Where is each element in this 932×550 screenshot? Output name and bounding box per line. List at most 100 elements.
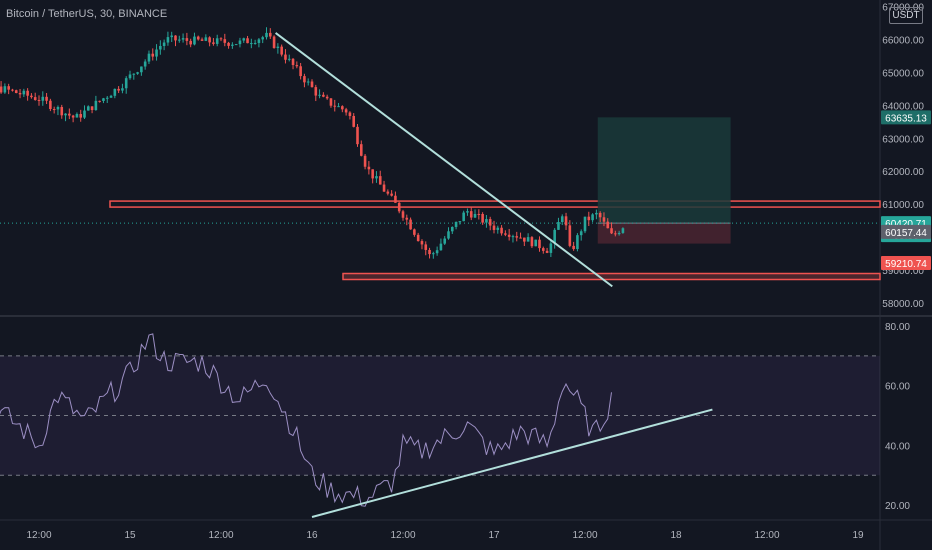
- candle-body: [234, 44, 238, 46]
- candle-body: [477, 213, 481, 215]
- candle-body: [159, 46, 162, 50]
- rsi-line: [0, 333, 612, 507]
- candle-body: [22, 90, 26, 95]
- candle: [450, 226, 454, 234]
- candle: [113, 88, 117, 99]
- candle: [219, 37, 223, 42]
- candle-body: [428, 249, 431, 255]
- candle-body: [371, 169, 374, 179]
- candle-body: [397, 202, 401, 212]
- candle-body: [413, 229, 416, 235]
- candle: [83, 105, 86, 119]
- price-label-bg: [881, 224, 931, 239]
- candle-body: [450, 226, 454, 232]
- candle: [147, 50, 151, 65]
- candle: [576, 233, 579, 252]
- candle: [473, 209, 477, 219]
- candle: [560, 214, 564, 225]
- candle-body: [610, 228, 613, 234]
- candle: [49, 98, 52, 112]
- candle-body: [348, 112, 352, 116]
- candle-body: [568, 225, 572, 246]
- candle: [515, 231, 519, 242]
- candle: [371, 169, 374, 184]
- time-axis-tick-label: 12:00: [390, 530, 415, 541]
- candle: [94, 95, 98, 111]
- candle: [401, 209, 405, 221]
- candle: [500, 225, 503, 236]
- candle: [257, 37, 261, 48]
- candle: [140, 66, 143, 76]
- candle: [530, 236, 534, 248]
- candle: [394, 191, 397, 203]
- candle: [606, 218, 610, 229]
- candle-body: [268, 32, 272, 37]
- candle-body: [310, 81, 314, 88]
- candle-body: [60, 107, 64, 116]
- candle-body: [246, 38, 249, 44]
- candle: [102, 97, 105, 104]
- candle: [481, 212, 484, 225]
- candle: [443, 236, 447, 245]
- candle: [610, 222, 613, 235]
- candle-body: [265, 32, 268, 38]
- price-label-text: 60157.44: [885, 228, 927, 239]
- candle-body: [287, 58, 291, 60]
- candle-body: [83, 110, 86, 118]
- candle-body: [553, 229, 556, 244]
- candle: [234, 43, 238, 46]
- candle-body: [462, 212, 465, 222]
- candle-body: [242, 38, 246, 41]
- candle-body: [68, 113, 71, 116]
- candle: [363, 153, 367, 170]
- candle-body: [325, 96, 329, 99]
- candle-body: [215, 38, 219, 44]
- candle-body: [155, 49, 158, 57]
- candle: [621, 227, 625, 234]
- time-axis-tick-label: 12:00: [754, 530, 779, 541]
- candle: [268, 28, 272, 39]
- candle-body: [174, 35, 177, 41]
- price-trendline: [274, 32, 613, 288]
- candle: [314, 84, 318, 102]
- candle-body: [261, 37, 265, 40]
- candle: [359, 140, 363, 157]
- candle-body: [519, 237, 522, 239]
- candle-body: [291, 58, 295, 66]
- candle: [306, 78, 310, 86]
- candle-body: [37, 99, 41, 101]
- candle-body: [341, 106, 344, 110]
- candle: [98, 100, 101, 103]
- candle-body: [33, 97, 37, 100]
- candle: [71, 114, 75, 123]
- candle: [196, 35, 200, 41]
- candle-body: [166, 37, 170, 43]
- currency-button[interactable]: USDT: [889, 7, 923, 24]
- candle: [595, 209, 598, 220]
- candle-body: [587, 216, 591, 221]
- rsi-axis-tick-label: 60.00: [885, 382, 910, 393]
- candle: [11, 88, 14, 92]
- candle: [204, 34, 208, 42]
- candle: [41, 91, 45, 106]
- candle: [287, 54, 291, 62]
- candle-body: [318, 94, 321, 96]
- candle-body: [295, 65, 299, 67]
- candle: [215, 34, 219, 47]
- candle-body: [299, 66, 302, 77]
- candle: [105, 96, 109, 103]
- candle-body: [208, 37, 211, 43]
- candle: [534, 239, 538, 247]
- candle: [90, 106, 94, 114]
- candle-body: [117, 88, 120, 91]
- candle-body: [94, 100, 98, 111]
- candle: [318, 89, 321, 99]
- candle-body: [458, 221, 462, 223]
- candle: [466, 208, 469, 216]
- candle: [488, 216, 492, 231]
- candle: [541, 246, 545, 254]
- candle: [587, 211, 591, 227]
- candle: [60, 104, 64, 119]
- candle-body: [143, 61, 147, 67]
